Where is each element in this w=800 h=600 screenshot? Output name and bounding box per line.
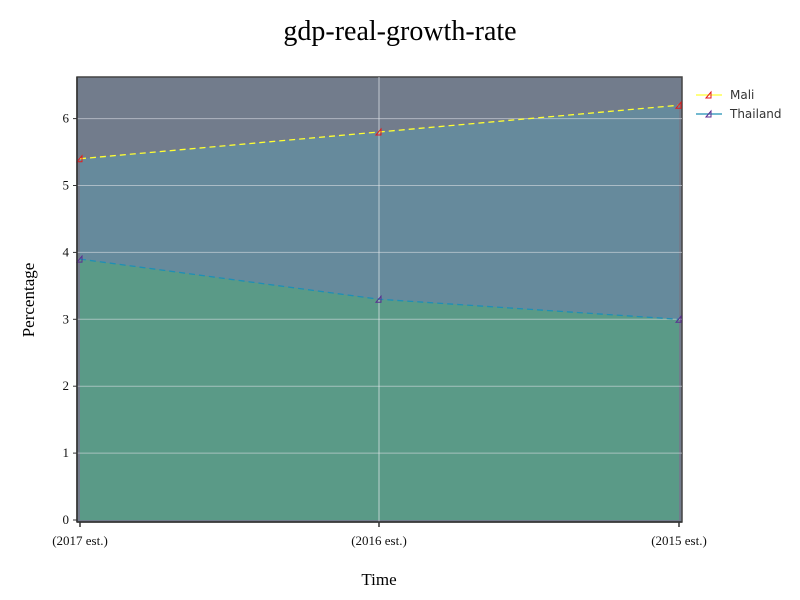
y-tick-label: 4 — [63, 244, 70, 259]
legend-label: Thailand — [729, 107, 782, 121]
legend-marker-swatch — [704, 90, 712, 99]
legend-item-thailand[interactable]: Thailand — [696, 107, 782, 121]
y-tick-label: 1 — [63, 445, 70, 460]
data-point[interactable] — [374, 294, 382, 303]
data-point[interactable] — [75, 154, 83, 163]
plot-area — [75, 76, 683, 523]
legend[interactable]: Mali Thailand — [696, 88, 782, 121]
data-point[interactable] — [75, 254, 83, 263]
y-tick-label: 2 — [63, 378, 70, 393]
legend-item-mali[interactable]: Mali — [696, 88, 754, 102]
y-tick-label: 5 — [63, 178, 70, 193]
y-tick-label: 3 — [63, 311, 70, 326]
x-axis-title: Time — [361, 570, 396, 589]
chart-title: gdp-real-growth-rate — [283, 16, 516, 47]
data-point[interactable] — [674, 314, 682, 323]
data-point[interactable] — [674, 100, 682, 109]
y-axis-title: Percentage — [19, 263, 38, 338]
y-tick-label: 6 — [63, 111, 70, 126]
legend-marker-swatch — [704, 109, 712, 118]
data-point[interactable] — [374, 127, 382, 136]
y-tick-label: 0 — [63, 512, 70, 527]
x-tick-label: (2015 est.) — [651, 533, 707, 548]
legend-label: Mali — [730, 88, 754, 102]
x-axis-ticks: (2017 est.) (2016 est.) (2015 est.) — [52, 522, 707, 548]
y-axis-ticks: 0 1 2 3 4 5 6 — [63, 111, 77, 527]
x-tick-label: (2016 est.) — [351, 533, 407, 548]
x-tick-label: (2017 est.) — [52, 533, 108, 548]
